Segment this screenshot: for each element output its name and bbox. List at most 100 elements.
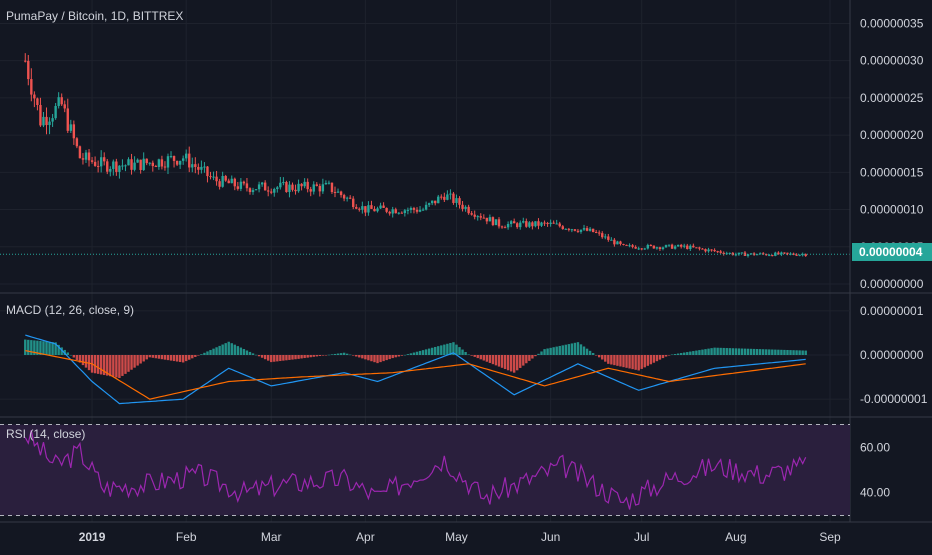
candle-body [485,217,489,222]
macd-histogram-bar [725,348,728,355]
macd-histogram-bar [118,355,121,379]
candle-body [48,121,51,126]
macd-histogram-bar [57,344,60,355]
candle-body [118,165,121,172]
macd-histogram-bar [643,355,646,368]
candle-body [342,195,346,199]
candle-body [646,244,649,249]
macd-histogram-bar [491,355,495,365]
macd-histogram-bar [749,348,753,355]
candle-body [84,152,88,160]
macd-histogram-bar [421,350,425,355]
candle-body [266,190,270,192]
candle-body [804,254,807,256]
macd-histogram-bar [667,355,671,356]
macd-histogram-bar [546,348,549,355]
macd-histogram-bar [103,355,106,376]
candle-body [470,213,473,215]
macd-histogram-bar [124,355,127,374]
macd-histogram-bar [616,355,619,366]
macd-histogram-bar [309,355,312,358]
candle-body [488,217,492,222]
candle-body [148,162,151,164]
macd-histogram-bar [746,348,750,355]
macd-histogram-bar [209,350,212,355]
macd-tick-label: -0.00000001 [860,392,928,406]
macd-histogram-bar [145,355,148,360]
macd-histogram-bar [78,355,82,363]
candle-body [440,196,443,198]
candle-body [676,244,680,247]
macd-histogram-bar [348,354,352,356]
candle-body [260,182,264,185]
candle-body [789,253,792,255]
candle-body [631,245,634,247]
candle-body [473,214,476,217]
macd-histogram-bar [476,355,479,359]
candle-body [282,182,285,184]
macd-histogram-bar [552,347,555,355]
candle-body [667,244,671,246]
macd-histogram-bar [166,355,170,361]
candle-body [136,159,139,163]
macd-histogram-bar [443,344,446,355]
macd-histogram-bar [206,351,209,355]
candle-body [33,94,36,99]
candle-body [66,108,69,131]
macd-histogram-bar [743,348,747,355]
macd-histogram-bar [263,355,267,360]
macd-histogram-bar [84,355,88,368]
macd-histogram-bar [51,342,54,355]
macd-histogram-bar [285,355,288,361]
macd-histogram-bar [594,355,598,356]
macd-histogram-bar [109,355,112,377]
candle-body [285,182,288,193]
candle-body [297,183,300,192]
candle-body [178,160,182,165]
candle-body [242,181,246,184]
candle-body [458,198,461,205]
time-tick-label: Mar [261,530,282,544]
candle-body [99,157,103,167]
candle-body [191,164,194,168]
candle-body [449,193,452,195]
candle-body [464,206,467,209]
candle-body [63,104,66,109]
macd-histogram-bar [157,355,161,359]
candle-body [768,255,771,257]
macd-histogram-bar [458,347,461,355]
macd-histogram-bar [239,347,243,355]
candle-body [795,254,798,256]
macd-histogram-bar [303,355,306,359]
candle-body [503,227,507,229]
candle-body [352,198,355,208]
candle-body [157,159,161,167]
candle-body [761,253,765,255]
candle-body [455,198,458,203]
macd-histogram-bar [48,341,51,355]
candle-body [427,203,431,205]
macd-histogram-bar [661,355,665,359]
macd-histogram-bar [722,347,725,355]
rsi-tick-label: 60.00 [860,440,890,454]
candle-body [348,197,352,199]
candle-body [327,182,331,184]
candle-body [421,209,425,211]
price-tick-label: 0.00000030 [860,54,924,68]
candle-body [251,190,255,193]
macd-histogram-bar [327,354,331,356]
candle-body [263,182,267,191]
candle-body [640,248,643,250]
macd-histogram-bar [771,349,774,355]
candle-body [257,184,261,190]
macd-histogram-bar [622,355,625,368]
candle-body [303,181,306,187]
candle-body [306,181,309,190]
candle-body [270,191,273,193]
candle-body [394,209,397,214]
macd-histogram-bar [133,355,136,368]
candle-body [203,166,206,168]
candle-body [115,161,118,172]
